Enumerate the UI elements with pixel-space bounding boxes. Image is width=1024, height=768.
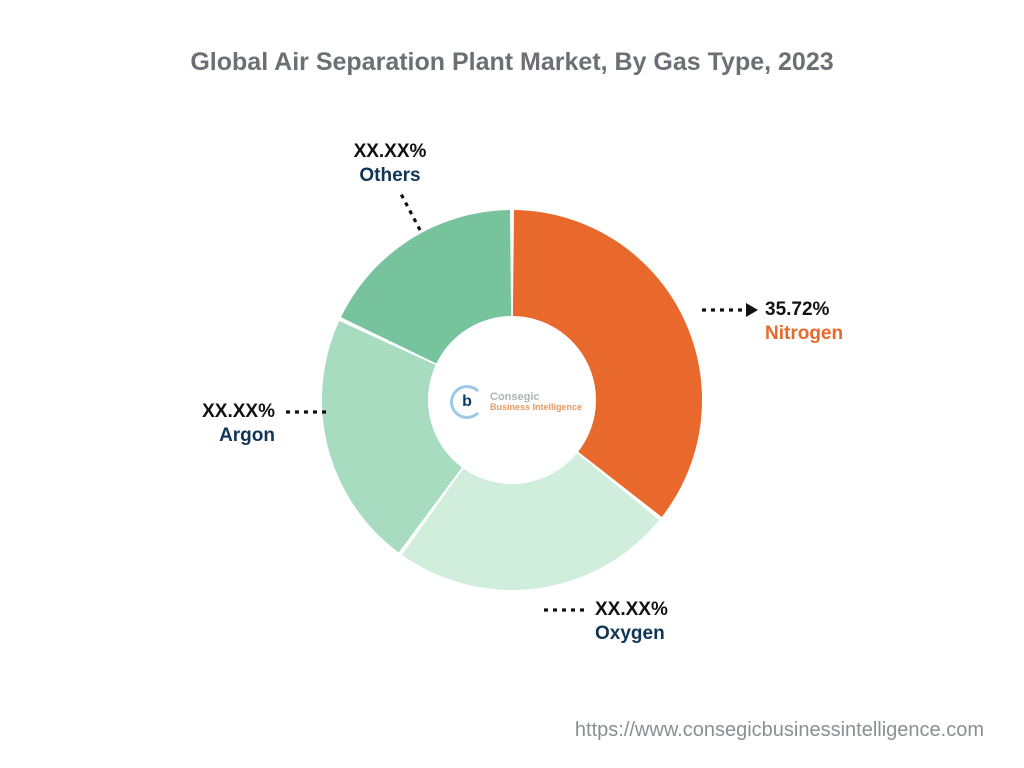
leader-others [400, 192, 420, 230]
slice-label-oxygen: XX.XX% Oxygen [595, 598, 668, 646]
slice-name-nitrogen: Nitrogen [765, 322, 843, 346]
slice-pct-argon: XX.XX% [202, 400, 275, 424]
slice-pct-oxygen: XX.XX% [595, 598, 668, 622]
slice-nitrogen [513, 210, 702, 517]
logo-line2: Business Intelligence [490, 403, 582, 412]
slice-label-nitrogen: 35.72% Nitrogen [765, 298, 843, 346]
chart-container: Global Air Separation Plant Market, By G… [0, 0, 1024, 768]
slice-pct-others: XX.XX% [354, 140, 427, 164]
slice-label-argon: XX.XX% Argon [202, 400, 275, 448]
slice-label-others: XX.XX% Others [354, 140, 427, 188]
slice-name-others: Others [354, 164, 427, 188]
logo: Consegic Business Intelligence [450, 385, 582, 419]
slice-name-oxygen: Oxygen [595, 622, 668, 646]
donut-chart [0, 0, 1024, 768]
slice-pct-nitrogen: 35.72% [765, 298, 843, 322]
arrowhead-nitrogen [746, 303, 758, 317]
slice-name-argon: Argon [202, 424, 275, 448]
logo-mark-icon [450, 385, 484, 419]
footer-url: https://www.consegicbusinessintelligence… [575, 719, 984, 742]
